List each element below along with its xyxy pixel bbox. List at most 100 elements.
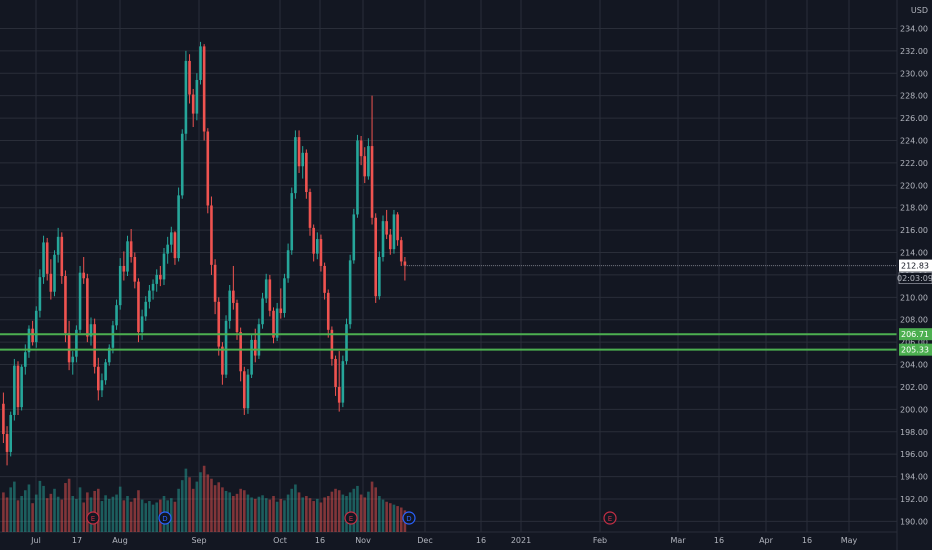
candle-body[interactable]: [279, 308, 283, 314]
candle-body[interactable]: [202, 46, 206, 132]
candle-body[interactable]: [319, 239, 323, 266]
candle-body[interactable]: [71, 356, 75, 363]
candle-body[interactable]: [268, 279, 272, 311]
candle-body[interactable]: [170, 232, 173, 245]
candle-body[interactable]: [316, 239, 319, 254]
time-tick-label[interactable]: Jul: [30, 536, 41, 545]
time-tick-label[interactable]: 16: [802, 536, 812, 545]
candle-body[interactable]: [250, 339, 253, 375]
earnings-event-marker[interactable]: [603, 511, 617, 525]
candle-body[interactable]: [9, 414, 12, 452]
candle-body[interactable]: [78, 272, 82, 330]
candle-body[interactable]: [93, 324, 96, 367]
candle-body[interactable]: [337, 386, 341, 403]
time-axis-ticks[interactable]: Jul 17 Aug Sep Oct 16 Nov Dec 16 2021 Feb Mar 16 Apr 1…: [30, 536, 857, 545]
time-tick-label[interactable]: 16: [315, 536, 325, 545]
candle-body[interactable]: [13, 365, 16, 415]
candle-body[interactable]: [261, 298, 264, 325]
dividend-event-marker[interactable]: [402, 511, 416, 525]
candle-body[interactable]: [24, 352, 27, 367]
time-tick-label[interactable]: Aug: [112, 536, 128, 545]
candle-body[interactable]: [122, 265, 126, 272]
time-tick-label[interactable]: 2021: [511, 536, 531, 545]
candle-body[interactable]: [184, 60, 188, 134]
candle-body[interactable]: [5, 434, 9, 452]
candle-body[interactable]: [297, 137, 301, 167]
candle-body[interactable]: [257, 324, 261, 356]
candle-body[interactable]: [290, 193, 294, 251]
candle-body[interactable]: [100, 380, 104, 391]
candle-body[interactable]: [155, 274, 158, 284]
time-tick-label[interactable]: 17: [72, 536, 82, 545]
candle-body[interactable]: [49, 273, 53, 292]
candle-body[interactable]: [392, 214, 396, 250]
candle-body[interactable]: [356, 140, 359, 215]
candle-body[interactable]: [115, 305, 118, 326]
candle-body[interactable]: [111, 325, 115, 348]
candle-body[interactable]: [221, 346, 224, 375]
candle-body[interactable]: [82, 272, 85, 279]
candle-body[interactable]: [224, 320, 228, 375]
candle-body[interactable]: [42, 242, 45, 278]
candle-body[interactable]: [312, 227, 315, 254]
candle-body[interactable]: [151, 283, 155, 291]
candle-body[interactable]: [396, 214, 399, 241]
candle-body[interactable]: [345, 324, 348, 362]
candle-body[interactable]: [235, 302, 239, 333]
candle-body[interactable]: [180, 133, 184, 196]
candle-body[interactable]: [133, 256, 137, 282]
candle-body[interactable]: [243, 371, 246, 409]
time-tick-label[interactable]: Apr: [759, 536, 774, 545]
candle-body[interactable]: [213, 264, 217, 302]
candle-body[interactable]: [2, 403, 5, 435]
candle-body[interactable]: [367, 146, 370, 177]
candle-body[interactable]: [89, 324, 93, 337]
candle-body[interactable]: [27, 328, 31, 353]
candle-body[interactable]: [399, 240, 403, 262]
candle-body[interactable]: [118, 265, 122, 306]
candle-body[interactable]: [246, 374, 250, 409]
candle-body[interactable]: [301, 152, 304, 167]
candle-body[interactable]: [323, 265, 326, 293]
candle-body[interactable]: [195, 79, 199, 114]
candle-body[interactable]: [378, 256, 381, 297]
candle-body[interactable]: [374, 217, 377, 297]
time-tick-label[interactable]: Dec: [417, 536, 432, 545]
candle-body[interactable]: [264, 279, 268, 299]
candle-body[interactable]: [334, 358, 337, 387]
candle-body[interactable]: [253, 339, 257, 356]
candle-body[interactable]: [210, 205, 213, 265]
candle-body[interactable]: [352, 214, 356, 261]
time-tick-label[interactable]: Feb: [593, 536, 607, 545]
candle-body[interactable]: [45, 242, 49, 274]
time-tick-label[interactable]: May: [841, 536, 858, 545]
candle-body[interactable]: [34, 310, 38, 343]
candle-body[interactable]: [173, 232, 177, 259]
candle-body[interactable]: [97, 366, 100, 391]
candle-body[interactable]: [348, 260, 352, 325]
candle-body[interactable]: [232, 290, 235, 303]
time-tick-label[interactable]: Sep: [191, 536, 206, 545]
candle-body[interactable]: [177, 195, 180, 259]
candle-body[interactable]: [20, 366, 23, 408]
candle-body[interactable]: [148, 290, 151, 302]
candle-body[interactable]: [305, 152, 308, 193]
candle-body[interactable]: [275, 308, 279, 338]
candle-body[interactable]: [104, 362, 107, 381]
candle-body[interactable]: [67, 333, 71, 363]
candle-body[interactable]: [126, 241, 129, 272]
candle-body[interactable]: [283, 278, 286, 314]
candle-body[interactable]: [38, 277, 42, 311]
candle-body[interactable]: [363, 156, 367, 177]
candle-body[interactable]: [228, 290, 231, 321]
candle-body[interactable]: [286, 250, 290, 279]
candle-body[interactable]: [86, 278, 89, 337]
earnings-event-marker[interactable]: [344, 511, 358, 525]
candle-body[interactable]: [341, 361, 345, 403]
candle-body[interactable]: [239, 332, 242, 372]
candle-body[interactable]: [129, 241, 133, 257]
candle-body[interactable]: [140, 316, 144, 333]
time-tick-label[interactable]: 16: [476, 536, 486, 545]
